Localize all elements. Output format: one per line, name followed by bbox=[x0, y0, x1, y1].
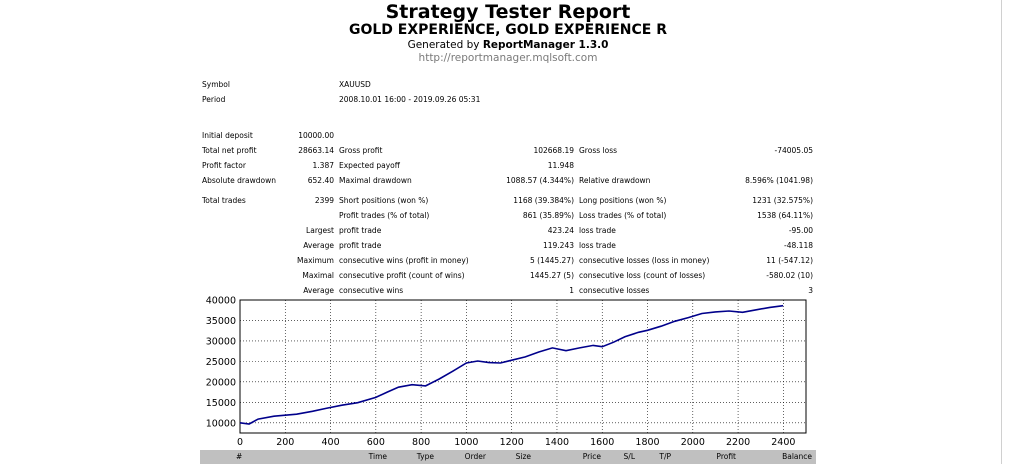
y-tick-label: 10000 bbox=[206, 418, 236, 429]
col-header-tp: T/P bbox=[659, 452, 671, 461]
average-profit-label: profit trade bbox=[339, 241, 382, 250]
y-tick-label: 35000 bbox=[206, 316, 236, 327]
generated-prefix: Generated by bbox=[407, 39, 483, 51]
profit-factor-label: Profit factor bbox=[202, 161, 246, 170]
gross-loss-value: -74005.05 bbox=[774, 146, 814, 155]
x-tick-label: 2400 bbox=[771, 437, 795, 448]
maximal-loss-value: -580.02 (10) bbox=[766, 271, 813, 280]
total-trades-value: 2399 bbox=[314, 196, 334, 205]
relative-drawdown-value: 8.596% (1041.98) bbox=[745, 176, 813, 185]
col-header-price: Price bbox=[582, 452, 601, 461]
gross-profit-value: 102668.19 bbox=[533, 146, 574, 155]
col-header-time: Time bbox=[368, 452, 387, 461]
largest-prefix: Largest bbox=[306, 226, 334, 235]
generator-name: ReportManager 1.3.0 bbox=[482, 39, 609, 51]
average-loss-value: -48.118 bbox=[784, 241, 813, 250]
generator-url[interactable]: http://reportmanager.mqlsoft.com bbox=[418, 52, 598, 64]
gross-profit-label: Gross profit bbox=[339, 146, 383, 155]
expected-payoff-value: 11.948 bbox=[547, 161, 574, 170]
average-consec-wins-value: 1 bbox=[569, 286, 574, 295]
x-tick-label: 1200 bbox=[500, 437, 524, 448]
maximal-profit-value: 1445.27 (5) bbox=[529, 271, 574, 280]
average-consec-wins-label: consecutive wins bbox=[339, 286, 404, 295]
y-tick-label: 30000 bbox=[206, 336, 236, 347]
expected-payoff-label: Expected payoff bbox=[339, 161, 400, 170]
y-tick-label: 40000 bbox=[206, 296, 236, 307]
short-positions-value: 1168 (39.384%) bbox=[513, 196, 574, 205]
long-positions-value: 1231 (32.575%) bbox=[752, 196, 813, 205]
generated-by: Generated by ReportManager 1.3.0 bbox=[0, 38, 1016, 52]
col-header-sl: S/L bbox=[623, 452, 635, 461]
col-header-number: # bbox=[236, 452, 243, 461]
y-tick-label: 15000 bbox=[206, 398, 236, 409]
balance-chart: 0 200 400 600 800 1000 1200 1400 1600 1800 2000 220… bbox=[206, 296, 807, 448]
maximum-losses-label: consecutive losses (loss in money) bbox=[579, 256, 710, 265]
largest-loss-value: -95.00 bbox=[788, 226, 813, 235]
symbol-label: Symbol bbox=[202, 80, 230, 89]
long-positions-label: Long positions (won %) bbox=[579, 196, 667, 205]
col-header-profit: Profit bbox=[716, 452, 736, 461]
largest-loss-label: loss trade bbox=[579, 226, 616, 235]
maximal-prefix: Maximal bbox=[302, 271, 334, 280]
average-consec-prefix: Average bbox=[303, 286, 334, 295]
report-subtitle: GOLD EXPERIENCE, GOLD EXPERIENCE R bbox=[348, 22, 668, 38]
total-net-profit-label: Total net profit bbox=[202, 146, 257, 155]
maximal-drawdown-label: Maximal drawdown bbox=[339, 176, 412, 185]
col-header-order: Order bbox=[464, 452, 486, 461]
x-tick-label: 1600 bbox=[590, 437, 614, 448]
trades-table-header: # Time Type Order Size Price S/L T/P Pro… bbox=[200, 450, 816, 464]
col-header-type: Type bbox=[416, 452, 434, 461]
maximum-losses-value: 11 (-547.12) bbox=[766, 256, 813, 265]
y-tick-label: 20000 bbox=[206, 377, 236, 388]
short-positions-label: Short positions (won %) bbox=[339, 196, 429, 205]
average-consec-losses-value: 3 bbox=[808, 286, 813, 295]
x-tick-label: 200 bbox=[276, 437, 294, 448]
maximum-prefix: Maximum bbox=[297, 256, 334, 265]
absolute-drawdown-label: Absolute drawdown bbox=[202, 176, 276, 185]
initial-deposit-label: Initial deposit bbox=[202, 131, 253, 140]
largest-profit-label: profit trade bbox=[339, 226, 382, 235]
period-value: 2008.10.01 16:00 - 2019.09.26 05:31 bbox=[339, 95, 481, 104]
loss-trades-label: Loss trades (% of total) bbox=[579, 211, 667, 220]
largest-profit-value: 423.24 bbox=[547, 226, 574, 235]
total-trades-label: Total trades bbox=[202, 196, 246, 205]
average-consec-losses-label: consecutive losses bbox=[579, 286, 650, 295]
x-tick-label: 600 bbox=[367, 437, 385, 448]
relative-drawdown-label: Relative drawdown bbox=[579, 176, 651, 185]
profit-trades-label: Profit trades (% of total) bbox=[339, 211, 430, 220]
maximum-wins-label: consecutive wins (profit in money) bbox=[339, 256, 469, 265]
x-tick-label: 400 bbox=[321, 437, 339, 448]
x-tick-label: 2000 bbox=[681, 437, 705, 448]
maximal-drawdown-value: 1088.57 (4.344%) bbox=[506, 176, 574, 185]
x-tick-label: 1800 bbox=[635, 437, 659, 448]
x-tick-label: 800 bbox=[412, 437, 430, 448]
average-loss-label: loss trade bbox=[579, 241, 616, 250]
period-label: Period bbox=[202, 95, 226, 104]
symbol-value: XAUUSD bbox=[339, 80, 371, 89]
x-tick-label: 2200 bbox=[726, 437, 750, 448]
profit-trades-value: 861 (35.89%) bbox=[522, 211, 574, 220]
col-header-size: Size bbox=[515, 452, 531, 461]
total-net-profit-value: 28663.14 bbox=[298, 146, 334, 155]
average-profit-value: 119.243 bbox=[542, 241, 574, 250]
x-tick-label: 0 bbox=[237, 437, 243, 448]
plot-area bbox=[239, 299, 807, 434]
gross-loss-label: Gross loss bbox=[579, 146, 618, 155]
initial-deposit-value: 10000.00 bbox=[298, 131, 334, 140]
balance-line bbox=[239, 304, 784, 425]
y-tick-label: 25000 bbox=[206, 357, 236, 368]
x-tick-label: 1000 bbox=[454, 437, 478, 448]
maximal-loss-label: consecutive loss (count of losses) bbox=[579, 271, 706, 280]
report-title: Strategy Tester Report bbox=[385, 1, 631, 23]
maximal-profit-label: consecutive profit (count of wins) bbox=[339, 271, 465, 280]
maximum-wins-value: 5 (1445.27) bbox=[529, 256, 574, 265]
loss-trades-value: 1538 (64.11%) bbox=[757, 211, 813, 220]
profit-factor-value: 1.387 bbox=[312, 161, 334, 170]
page-scroll-divider bbox=[1001, 0, 1002, 464]
average-prefix: Average bbox=[303, 241, 334, 250]
absolute-drawdown-value: 652.40 bbox=[307, 176, 334, 185]
x-tick-label: 1400 bbox=[545, 437, 569, 448]
col-header-balance: Balance bbox=[782, 452, 812, 461]
